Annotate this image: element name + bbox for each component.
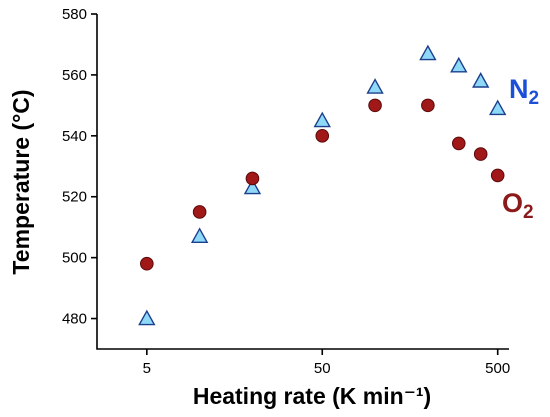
x-tick-label: 500: [485, 360, 510, 377]
triangle-point: [138, 309, 156, 326]
triangle-point: [450, 56, 468, 73]
y-tick-label: 480: [62, 311, 87, 328]
circle-point: [140, 256, 154, 271]
circle-point: [473, 147, 488, 161]
y-tick-label: 560: [62, 67, 87, 84]
x-axis-title: Heating rate (K min⁻¹): [193, 383, 431, 409]
x-tick-label: 50: [314, 360, 331, 377]
circle-point: [315, 129, 330, 143]
triangle-point: [243, 178, 262, 195]
triangle-point: [472, 72, 490, 88]
axes: [96, 14, 509, 350]
data-points: [138, 44, 507, 326]
y-axis-title: Temperature (°C): [8, 89, 34, 274]
x-tick-label: 5: [143, 360, 151, 377]
triangle-point: [366, 78, 384, 94]
axis-ticks: 480 500 520 540 560 580 5 50 500: [62, 6, 510, 377]
y-tick-label: 540: [62, 128, 87, 145]
series-label-o2: O2: [502, 188, 534, 223]
y-tick-label: 580: [62, 6, 87, 23]
series-label-n2: N2: [509, 74, 539, 109]
triangle-point: [313, 111, 331, 128]
triangle-point: [489, 99, 507, 116]
series-n2: [138, 44, 507, 326]
y-tick-label: 520: [62, 189, 87, 206]
circle-point: [451, 136, 466, 151]
series-o2: [140, 98, 505, 271]
y-tick-label: 500: [62, 250, 87, 267]
triangle-point: [419, 44, 437, 61]
axis-frame: [96, 14, 509, 350]
circle-point: [421, 98, 435, 113]
circle-point: [245, 171, 260, 186]
circle-point: [192, 205, 207, 219]
triangle-point: [190, 227, 209, 244]
circle-point: [490, 168, 505, 183]
circle-point: [368, 98, 382, 113]
series-labels: N2 O2: [502, 74, 539, 223]
